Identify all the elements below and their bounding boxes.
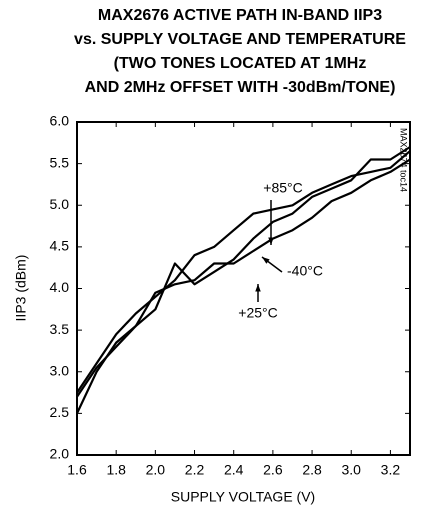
data-line [76,158,411,398]
arrow-head [268,237,274,245]
chart-title: AND 2MHz OFFSET WITH -30dBm/TONE) [85,79,396,96]
x-tick-label: 2.2 [185,462,205,478]
y-tick-label: 4.0 [50,279,70,295]
x-tick-label: 3.0 [342,462,362,478]
series-label: -40°C [287,263,323,279]
figure-note: MAX2674 toc14 [399,128,409,192]
chart-title: MAX2676 ACTIVE PATH IN-BAND IIP3 [98,7,382,24]
y-tick-label: 2.0 [50,446,70,462]
x-tick-label: 2.0 [146,462,166,478]
series-label: +85°C [263,180,302,196]
y-axis-label: IIP3 (dBm) [13,255,29,322]
chart-title: vs. SUPPLY VOLTAGE AND TEMPERATURE [74,31,406,48]
x-axis-label: SUPPLY VOLTAGE (V) [171,489,315,505]
x-tick-label: 2.4 [224,462,244,478]
x-tick-label: 3.2 [381,462,401,478]
x-tick-label: 2.8 [302,462,322,478]
x-tick-label: 1.6 [67,462,87,478]
x-tick-label: 2.6 [263,462,283,478]
arrow-head [255,284,261,292]
y-tick-label: 4.5 [50,238,70,254]
y-tick-label: 3.0 [50,362,70,378]
x-tick-label: 1.8 [106,462,126,478]
y-tick-label: 5.0 [50,196,70,212]
y-tick-label: 6.0 [50,113,70,129]
series-label: +25°C [238,305,277,321]
y-tick-label: 3.5 [50,321,70,337]
arrow-head [262,257,270,264]
y-tick-label: 5.5 [50,154,70,170]
chart-title: (TWO TONES LOCATED AT 1MHz [114,55,367,72]
y-tick-label: 2.5 [50,404,70,420]
